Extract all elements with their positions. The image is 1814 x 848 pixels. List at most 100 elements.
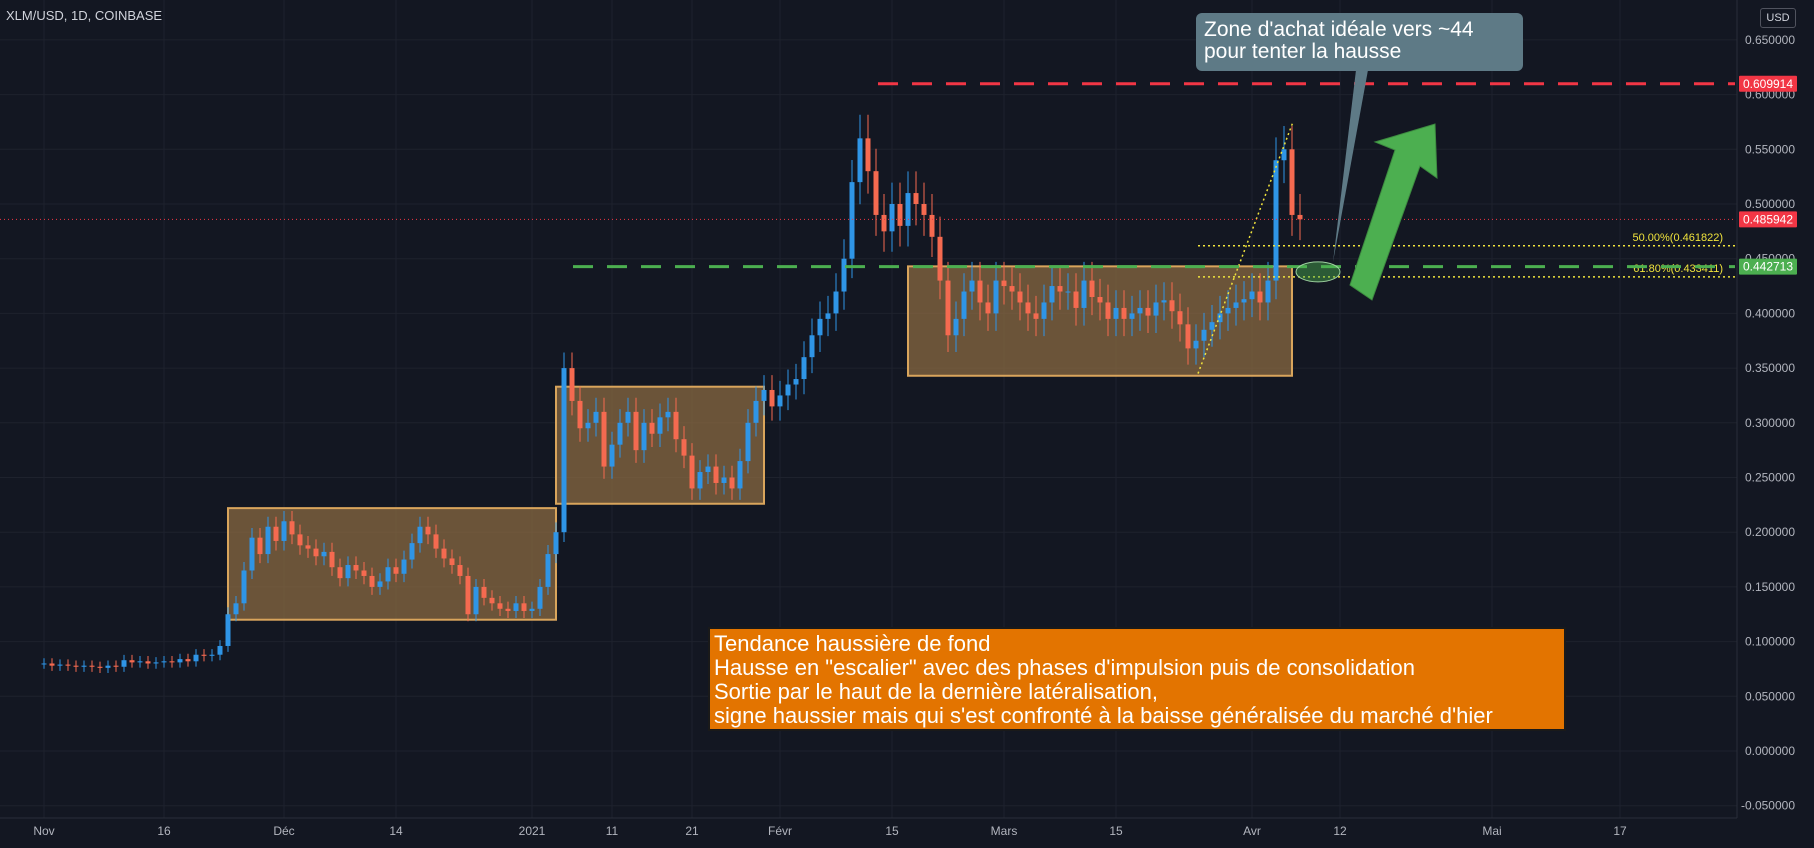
x-tick-label: 14 bbox=[389, 824, 403, 838]
x-tick-label: 12 bbox=[1333, 824, 1347, 838]
candle-body bbox=[57, 664, 63, 666]
candle-body bbox=[377, 581, 383, 587]
candle-body bbox=[1041, 302, 1047, 319]
candle-body bbox=[793, 379, 799, 385]
candle-body bbox=[1129, 313, 1135, 319]
y-tick-label: 0.250000 bbox=[1745, 471, 1795, 485]
candle-body bbox=[1001, 280, 1007, 287]
candle-body bbox=[129, 660, 135, 663]
candle-body bbox=[585, 422, 591, 429]
currency-button[interactable]: USD bbox=[1760, 8, 1796, 28]
candle-body bbox=[137, 661, 143, 663]
bullish-arrow bbox=[1349, 123, 1438, 301]
candle-body bbox=[649, 422, 655, 434]
x-tick-label: Mai bbox=[1482, 824, 1501, 838]
x-tick-label: Déc bbox=[273, 824, 294, 838]
consolidation-zone bbox=[227, 507, 557, 621]
symbol-header[interactable]: XLM/USD, 1D, COINBASE bbox=[6, 8, 163, 23]
y-tick-label: 0.550000 bbox=[1745, 142, 1795, 156]
candle-body bbox=[257, 537, 263, 555]
candle-body bbox=[73, 665, 79, 667]
candle-body bbox=[497, 603, 503, 609]
candle-body bbox=[1233, 302, 1239, 308]
candle-body bbox=[289, 521, 295, 535]
candle-body bbox=[1297, 214, 1303, 220]
candle-body bbox=[641, 422, 647, 451]
candle-body bbox=[177, 659, 183, 663]
candle-body bbox=[673, 411, 679, 440]
candle-body bbox=[1265, 280, 1271, 303]
candle-body bbox=[809, 335, 815, 358]
candle-body bbox=[433, 534, 439, 549]
candle-body bbox=[1153, 302, 1159, 316]
candle-body bbox=[121, 660, 127, 667]
note-line-4: signe haussier mais qui s'est confronté … bbox=[714, 703, 1493, 728]
candle-body bbox=[697, 472, 703, 489]
candle-body bbox=[929, 214, 935, 237]
candle-body bbox=[689, 455, 695, 489]
candle-body bbox=[465, 575, 471, 615]
candle-body bbox=[209, 654, 215, 656]
candle-body bbox=[169, 661, 175, 663]
y-tick-label: 0.100000 bbox=[1745, 635, 1795, 649]
candle-body bbox=[297, 534, 303, 546]
x-tick-label: Févr bbox=[768, 824, 792, 838]
candle-body bbox=[665, 411, 671, 418]
candle-body bbox=[529, 608, 535, 611]
y-tick-label: 0.400000 bbox=[1745, 306, 1795, 320]
candle-body bbox=[657, 417, 663, 434]
candle-body bbox=[1025, 302, 1031, 314]
candle-body bbox=[857, 138, 863, 183]
y-tick-label: 0.200000 bbox=[1745, 525, 1795, 539]
candle-body bbox=[265, 526, 271, 555]
y-tick-label: 0.000000 bbox=[1745, 744, 1795, 758]
note-line-3: Sortie par le haut de la dernière latéra… bbox=[714, 679, 1158, 704]
candle-body bbox=[753, 400, 759, 423]
price-tag bbox=[1739, 75, 1797, 92]
candle-body bbox=[481, 586, 487, 598]
callout-line-1: Zone d'achat idéale vers ~44 bbox=[1204, 18, 1474, 41]
candle-body bbox=[1065, 291, 1071, 293]
fib-level-label: 61.80%(0.433411) bbox=[1633, 263, 1723, 275]
candle-body bbox=[1241, 299, 1247, 303]
candle-body bbox=[217, 645, 223, 655]
candle-body bbox=[817, 318, 823, 336]
candle-body bbox=[537, 586, 543, 609]
candle-body bbox=[985, 302, 991, 314]
candle-body bbox=[1033, 313, 1039, 319]
y-tick-label: 0.050000 bbox=[1745, 689, 1795, 703]
candle-body bbox=[1097, 296, 1103, 303]
candle-body bbox=[921, 204, 927, 215]
candle-body bbox=[945, 280, 951, 336]
candle-body bbox=[609, 444, 615, 467]
price-tag-label: 0.485942 bbox=[1743, 212, 1793, 226]
candle-body bbox=[801, 357, 807, 380]
price-tag-label: 0.609914 bbox=[1743, 77, 1793, 91]
candle-body bbox=[513, 603, 519, 611]
candle-body bbox=[737, 461, 743, 489]
candle-body bbox=[1169, 300, 1175, 312]
candle-body bbox=[393, 567, 399, 574]
note-line-2: Hausse en "escalier" avec des phases d'i… bbox=[714, 655, 1416, 680]
candle-body bbox=[993, 280, 999, 314]
candle-body bbox=[961, 291, 967, 319]
x-tick-label: 15 bbox=[1109, 824, 1123, 838]
candle-body bbox=[65, 664, 71, 666]
candle-body bbox=[505, 608, 511, 611]
candle-body bbox=[385, 567, 391, 582]
candle-body bbox=[153, 662, 159, 664]
candle-body bbox=[913, 193, 919, 204]
x-tick-label: Nov bbox=[33, 824, 54, 838]
candle-body bbox=[1121, 307, 1127, 319]
candle-body bbox=[1113, 307, 1119, 319]
candle-body bbox=[953, 318, 959, 336]
candle-body bbox=[201, 654, 207, 656]
x-tick-label: 17 bbox=[1613, 824, 1627, 838]
candle-body bbox=[1161, 300, 1167, 303]
y-tick-label: 0.300000 bbox=[1745, 416, 1795, 430]
x-tick-label: 2021 bbox=[519, 824, 546, 838]
candle-body bbox=[1081, 280, 1087, 308]
candle-body bbox=[281, 521, 287, 541]
candle-body bbox=[81, 665, 87, 667]
candle-body bbox=[881, 214, 887, 232]
